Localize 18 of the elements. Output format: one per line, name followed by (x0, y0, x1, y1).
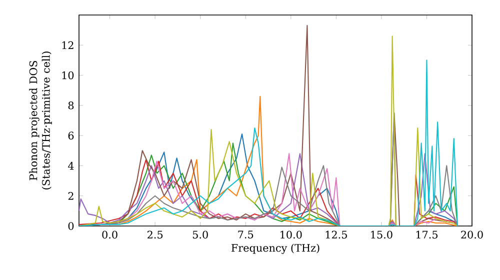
y-tick-label: 4 (68, 162, 74, 170)
x-tick-label: 0.0 (102, 230, 118, 239)
x-tick-label: 17.5 (416, 230, 438, 239)
y-tick-label: 8 (68, 102, 74, 110)
x-axis-title: Frequency (THz) (231, 244, 320, 254)
x-tick-label: 5.0 (192, 230, 208, 239)
x-tick-label: 12.5 (326, 230, 347, 239)
y-tick-label: 10 (62, 71, 74, 80)
x-tick-label: 15.0 (371, 230, 392, 239)
x-tick-label: 20.0 (461, 230, 483, 239)
y-axis-title: Phonon projected DOS (States/THz·primitive cell) (29, 52, 52, 190)
y-tick-label: 2 (68, 192, 74, 200)
x-tick-label: 7.5 (238, 230, 254, 238)
y-tick-label: 12 (62, 41, 74, 50)
x-tick-label: 2.5 (148, 230, 163, 239)
y-tick-label: 6 (68, 132, 74, 140)
x-tick-label: 10.0 (280, 230, 302, 239)
y-tick-label: 0 (68, 222, 74, 230)
